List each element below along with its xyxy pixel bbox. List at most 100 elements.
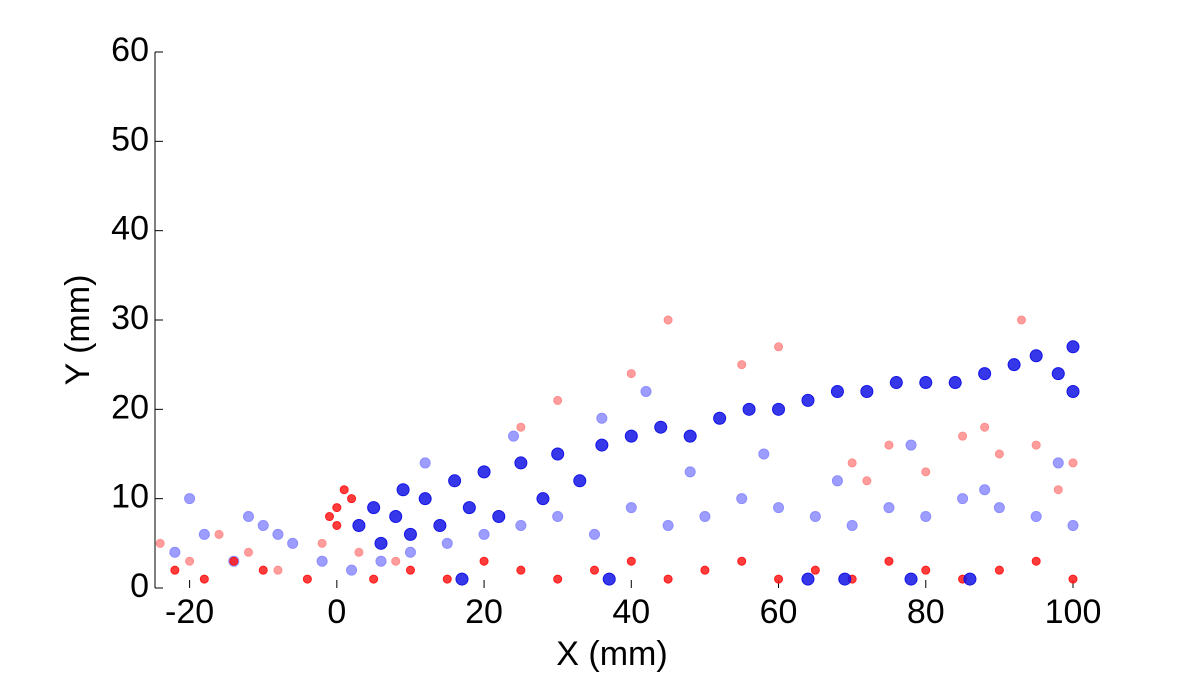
point: [884, 440, 894, 450]
point: [441, 537, 453, 549]
point: [905, 439, 917, 451]
point: [663, 574, 673, 584]
point: [1007, 358, 1021, 372]
y-axis-label: Y (mm): [59, 275, 97, 386]
point: [332, 520, 342, 530]
y-tick-label: 40: [111, 210, 149, 248]
point: [391, 556, 401, 566]
point: [551, 447, 565, 461]
point: [257, 519, 269, 531]
point: [1068, 574, 1078, 584]
point: [169, 546, 181, 558]
point: [589, 565, 599, 575]
point: [404, 546, 416, 558]
x-tick-label: 40: [612, 593, 650, 631]
point: [699, 511, 711, 523]
point: [479, 556, 489, 566]
point: [198, 528, 210, 540]
point: [860, 384, 874, 398]
point: [919, 376, 933, 390]
point: [773, 502, 785, 514]
point: [332, 503, 342, 513]
point: [772, 402, 786, 416]
point: [462, 501, 476, 515]
point: [921, 565, 931, 575]
point: [352, 518, 366, 532]
point: [1051, 367, 1065, 381]
point: [626, 369, 636, 379]
point: [508, 430, 520, 442]
y-tick-label: 0: [130, 567, 149, 605]
point: [455, 572, 469, 586]
point: [624, 429, 638, 443]
point: [492, 510, 506, 524]
point: [602, 572, 616, 586]
point: [185, 556, 195, 566]
point: [418, 492, 432, 506]
point: [921, 467, 931, 477]
point: [963, 572, 977, 586]
point: [862, 476, 872, 486]
point: [1053, 485, 1063, 495]
point: [478, 528, 490, 540]
point: [737, 556, 747, 566]
point: [243, 547, 253, 557]
y-tick-label: 20: [111, 388, 149, 426]
point: [516, 422, 526, 432]
point: [1066, 340, 1080, 354]
point: [214, 529, 224, 539]
point: [654, 420, 668, 434]
point: [347, 494, 357, 504]
point: [155, 538, 165, 548]
point: [883, 502, 895, 514]
point: [846, 519, 858, 531]
point: [663, 315, 673, 325]
point: [258, 565, 268, 575]
point: [516, 565, 526, 575]
point: [515, 519, 527, 531]
point: [801, 393, 815, 407]
point: [626, 556, 636, 566]
point: [1030, 511, 1042, 523]
point: [831, 475, 843, 487]
point: [736, 493, 748, 505]
point: [552, 511, 564, 523]
point: [948, 376, 962, 390]
point: [683, 429, 697, 443]
point: [847, 458, 857, 468]
point: [958, 431, 968, 441]
y-tick-label: 60: [111, 31, 149, 69]
x-tick-label: 100: [1045, 593, 1102, 631]
point: [993, 502, 1005, 514]
point: [389, 510, 403, 524]
point: [830, 384, 844, 398]
x-tick-label: -20: [165, 593, 214, 631]
point: [838, 572, 852, 586]
point: [1029, 349, 1043, 363]
point: [324, 512, 334, 522]
point: [1031, 556, 1041, 566]
point: [419, 457, 431, 469]
point: [596, 412, 608, 424]
point: [339, 485, 349, 495]
point: [713, 411, 727, 425]
point: [742, 402, 756, 416]
x-tick-label: 80: [907, 593, 945, 631]
point: [316, 555, 328, 567]
point: [354, 547, 364, 557]
point: [346, 564, 358, 576]
point: [801, 572, 815, 586]
point: [920, 511, 932, 523]
point: [1052, 457, 1064, 469]
point: [588, 528, 600, 540]
point: [448, 474, 462, 488]
point: [514, 456, 528, 470]
point: [1031, 440, 1041, 450]
point: [957, 493, 969, 505]
point: [625, 502, 637, 514]
point: [536, 492, 550, 506]
point: [884, 556, 894, 566]
point: [700, 565, 710, 575]
point: [317, 538, 327, 548]
x-tick-label: 0: [327, 593, 346, 631]
